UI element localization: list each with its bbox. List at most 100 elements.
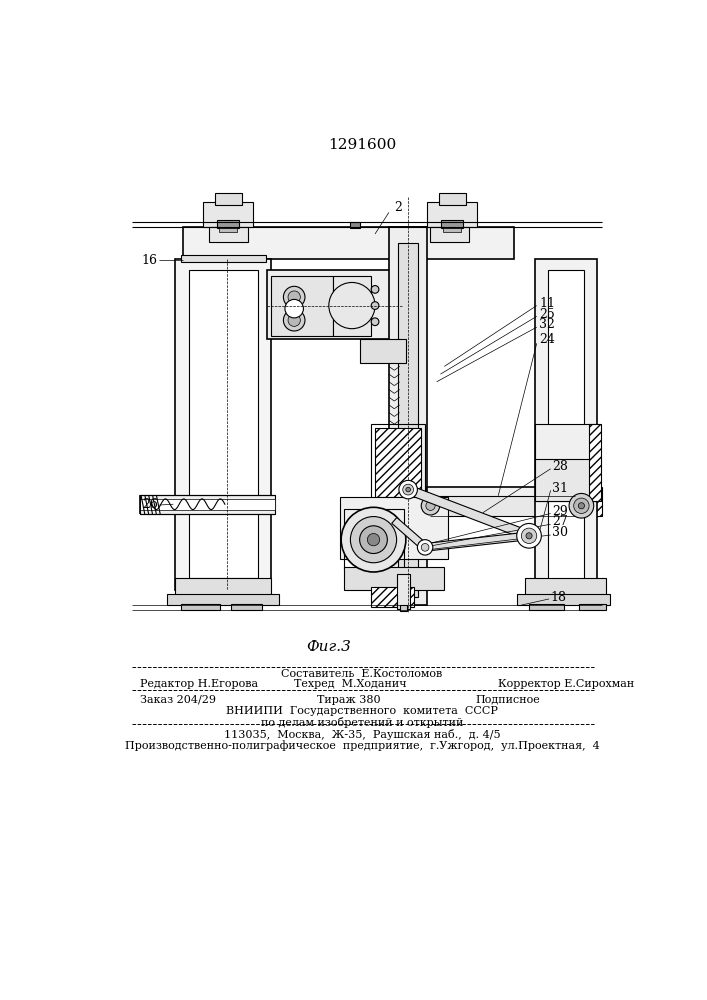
Text: 30: 30 (552, 526, 568, 539)
Circle shape (284, 286, 305, 308)
Bar (344, 567, 444, 590)
Bar (525, 578, 606, 595)
Bar (535, 259, 597, 590)
Text: 1291600: 1291600 (328, 138, 396, 152)
Circle shape (329, 282, 375, 329)
Bar (590, 487, 602, 516)
Text: 32: 32 (539, 318, 555, 331)
Bar (371, 587, 414, 607)
Bar (426, 202, 477, 227)
Bar (428, 496, 598, 516)
Bar (398, 243, 418, 597)
Bar (579, 604, 606, 610)
Text: Заказ 204/29: Заказ 204/29 (140, 695, 216, 705)
Text: Техред  М.Ходанич: Техред М.Ходанич (294, 679, 407, 689)
Text: 26: 26 (142, 498, 158, 512)
Bar (182, 227, 514, 259)
Circle shape (569, 493, 594, 518)
Circle shape (351, 517, 397, 563)
Circle shape (341, 507, 406, 572)
Bar (389, 227, 428, 605)
Text: ВНИИПИ  Государственного  комитета  СССР: ВНИИПИ Государственного комитета СССР (226, 706, 498, 716)
Text: Фиг.3: Фиг.3 (306, 640, 351, 654)
Bar (217, 220, 239, 228)
Bar (340, 497, 448, 559)
Circle shape (360, 526, 387, 554)
Circle shape (368, 533, 380, 546)
Circle shape (526, 533, 532, 539)
Bar (267, 270, 402, 339)
Bar (140, 499, 275, 510)
Circle shape (521, 528, 537, 544)
Circle shape (578, 503, 585, 509)
Bar (397, 574, 411, 609)
Bar (140, 495, 275, 514)
Bar (441, 220, 463, 228)
Circle shape (371, 302, 379, 309)
Circle shape (573, 498, 589, 513)
Circle shape (426, 501, 435, 510)
Circle shape (371, 286, 379, 293)
Text: 31: 31 (552, 482, 568, 495)
Circle shape (285, 299, 303, 318)
Bar (344, 509, 404, 570)
Bar (443, 228, 461, 232)
Circle shape (403, 484, 414, 495)
Bar (175, 259, 271, 590)
Polygon shape (425, 532, 530, 551)
Circle shape (288, 291, 300, 303)
Circle shape (371, 318, 379, 326)
Bar (439, 193, 466, 205)
Text: 27: 27 (552, 515, 568, 528)
Circle shape (517, 523, 542, 548)
Bar (428, 487, 598, 516)
Text: по делам изобретений и открытий: по делам изобретений и открытий (261, 717, 463, 728)
Bar (535, 424, 597, 501)
Bar (231, 604, 262, 610)
Text: 25: 25 (539, 308, 555, 321)
Bar (400, 605, 407, 611)
Text: 28: 28 (552, 460, 568, 473)
Bar (218, 228, 238, 232)
Bar (518, 594, 610, 605)
Bar (189, 270, 258, 578)
Polygon shape (407, 485, 531, 540)
Bar (375, 428, 421, 497)
Bar (271, 276, 333, 336)
Bar (175, 578, 271, 595)
Polygon shape (392, 518, 428, 550)
Bar (360, 339, 406, 363)
Bar (215, 193, 242, 205)
Bar (351, 222, 360, 228)
Text: 113035,  Москва,  Ж-35,  Раушская наб.,  д. 4/5: 113035, Москва, Ж-35, Раушская наб., д. … (223, 729, 501, 740)
Text: 18: 18 (551, 591, 566, 604)
Bar (535, 459, 597, 501)
Circle shape (406, 487, 411, 492)
Bar (167, 594, 279, 605)
Circle shape (417, 540, 433, 555)
Circle shape (421, 497, 440, 515)
Text: 29: 29 (552, 505, 568, 518)
Text: Составитель  Е.Костоломов: Составитель Е.Костоломов (281, 669, 443, 679)
Bar (549, 270, 585, 582)
Text: 11: 11 (539, 297, 555, 310)
Text: Тираж 380: Тираж 380 (317, 695, 381, 705)
Text: Корректор Е.Сирохман: Корректор Е.Сирохман (498, 679, 634, 689)
Circle shape (284, 309, 305, 331)
Text: Редактор Н.Егорова: Редактор Н.Егорова (140, 679, 258, 689)
Text: 16: 16 (142, 254, 158, 267)
Bar (529, 604, 563, 610)
Bar (589, 424, 602, 501)
Bar (431, 227, 469, 242)
Bar (209, 227, 248, 242)
Text: Подписное: Подписное (475, 695, 540, 705)
Text: Производственно-полиграфическое  предприятие,  г.Ужгород,  ул.Проектная,  4: Производственно-полиграфическое предприя… (124, 741, 600, 751)
Bar (333, 276, 371, 336)
Text: 24: 24 (539, 333, 555, 346)
Circle shape (421, 544, 429, 551)
Circle shape (288, 314, 300, 326)
Bar (204, 202, 253, 227)
Bar (371, 424, 425, 501)
Circle shape (399, 480, 417, 499)
Bar (181, 604, 219, 610)
